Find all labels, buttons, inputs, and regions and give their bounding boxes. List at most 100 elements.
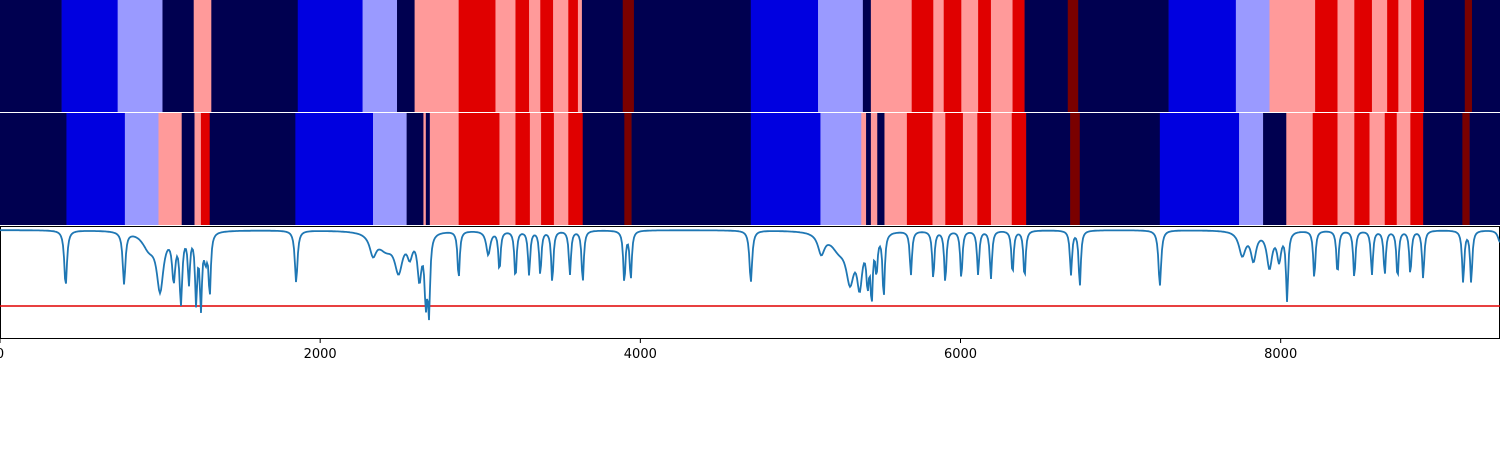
segment-bar [540, 0, 554, 112]
segment-bar [1235, 0, 1270, 112]
segment-bar [414, 0, 459, 112]
segment-bar [1354, 0, 1373, 112]
segment-bar [1387, 0, 1399, 112]
segment-bar [978, 0, 992, 112]
segment-bar [1312, 113, 1338, 225]
segment-bar [1286, 113, 1314, 225]
segment-bar [1263, 113, 1287, 225]
segment-bar [945, 113, 964, 225]
segment-bar [866, 113, 872, 225]
segment-bar [1079, 113, 1161, 225]
segment-bar [750, 0, 819, 112]
segment-bar [861, 113, 867, 225]
segment-bar [1398, 0, 1412, 112]
segment-bar [877, 113, 885, 225]
x-tick-label: 8000 [1264, 347, 1297, 362]
segment-bar [990, 113, 1013, 225]
segment-bar [193, 0, 212, 112]
segment-bar [1471, 0, 1500, 112]
segment-bar [1369, 113, 1386, 225]
segment-bar [1337, 0, 1355, 112]
segment-bar [862, 0, 872, 112]
segment-bar [568, 0, 579, 112]
segment-bar [541, 113, 555, 225]
segment-bar [990, 0, 1013, 112]
segment-row-top [0, 0, 1500, 112]
segment-bar [1239, 113, 1264, 225]
segment-bar [577, 0, 583, 112]
x-tick-label: 6000 [944, 347, 977, 362]
segment-bar [194, 113, 202, 225]
segment-bar [581, 0, 624, 112]
segment-bar [1159, 113, 1240, 225]
segment-bar [0, 0, 62, 112]
segment-bar [1315, 0, 1338, 112]
x-tick-label: 2000 [304, 347, 337, 362]
segment-bar [1462, 113, 1470, 225]
segment-row-middle [0, 113, 1500, 225]
segment-bar [124, 113, 159, 225]
segment-bar [943, 0, 962, 112]
x-tick-label: 4000 [624, 347, 657, 362]
segment-bar [961, 0, 979, 112]
segment-bar [911, 0, 934, 112]
segment-bar [932, 113, 946, 225]
segment-bar [1024, 0, 1069, 112]
segment-bar [66, 113, 126, 225]
segment-bar [1423, 113, 1463, 225]
line-panel [0, 226, 1500, 339]
segment-bar [1464, 0, 1473, 112]
x-axis: 0 2000 4000 6000 8000 [0, 338, 1297, 362]
segment-bar [297, 0, 363, 112]
segment-bar [209, 113, 296, 225]
segment-bar [1026, 113, 1071, 225]
segment-bar [362, 0, 398, 112]
segment-bar [1469, 113, 1500, 225]
segment-bar [425, 113, 431, 225]
segment-bar [495, 0, 516, 112]
segment-bar [515, 0, 530, 112]
segment-bar [750, 113, 821, 225]
segment-bar [631, 113, 752, 225]
segment-bar [624, 113, 632, 225]
segment-bar [1410, 113, 1424, 225]
segment-bar [933, 0, 945, 112]
segment-bar [1396, 113, 1411, 225]
segment-bar [1384, 113, 1398, 225]
segment-bar [633, 0, 752, 112]
segment-bar [117, 0, 163, 112]
segment-bar [211, 0, 299, 112]
segment-bar [61, 0, 118, 112]
segment-bar [1070, 113, 1081, 225]
segment-bar [200, 113, 211, 225]
segment-bar [870, 113, 878, 225]
segment-bar [906, 113, 933, 225]
segment-bar [158, 113, 182, 225]
segment-bar [568, 113, 584, 225]
segment-bar [1371, 0, 1388, 112]
segment-bar [162, 0, 195, 112]
segment-bar [423, 113, 427, 225]
segment-bar [1411, 0, 1425, 112]
segment-bar [582, 113, 625, 225]
segment-bar [1269, 0, 1316, 112]
segment-bar [1337, 113, 1355, 225]
segment-bar [870, 0, 912, 112]
segment-bar [818, 0, 864, 112]
segment-bar [1078, 0, 1169, 112]
segment-bar [962, 113, 978, 225]
segment-bar [529, 0, 541, 112]
segment-bar [295, 113, 374, 225]
segment-bar [820, 113, 862, 225]
segment-bar [1011, 113, 1027, 225]
series-line [0, 229, 1500, 321]
segment-bar [977, 113, 992, 225]
segment-bar [1354, 113, 1370, 225]
segment-bar [372, 113, 407, 225]
segment-bar [884, 113, 908, 225]
segment-bar [0, 113, 67, 225]
segment-bar [458, 113, 500, 225]
segment-bar [458, 0, 496, 112]
segment-bar [515, 113, 531, 225]
